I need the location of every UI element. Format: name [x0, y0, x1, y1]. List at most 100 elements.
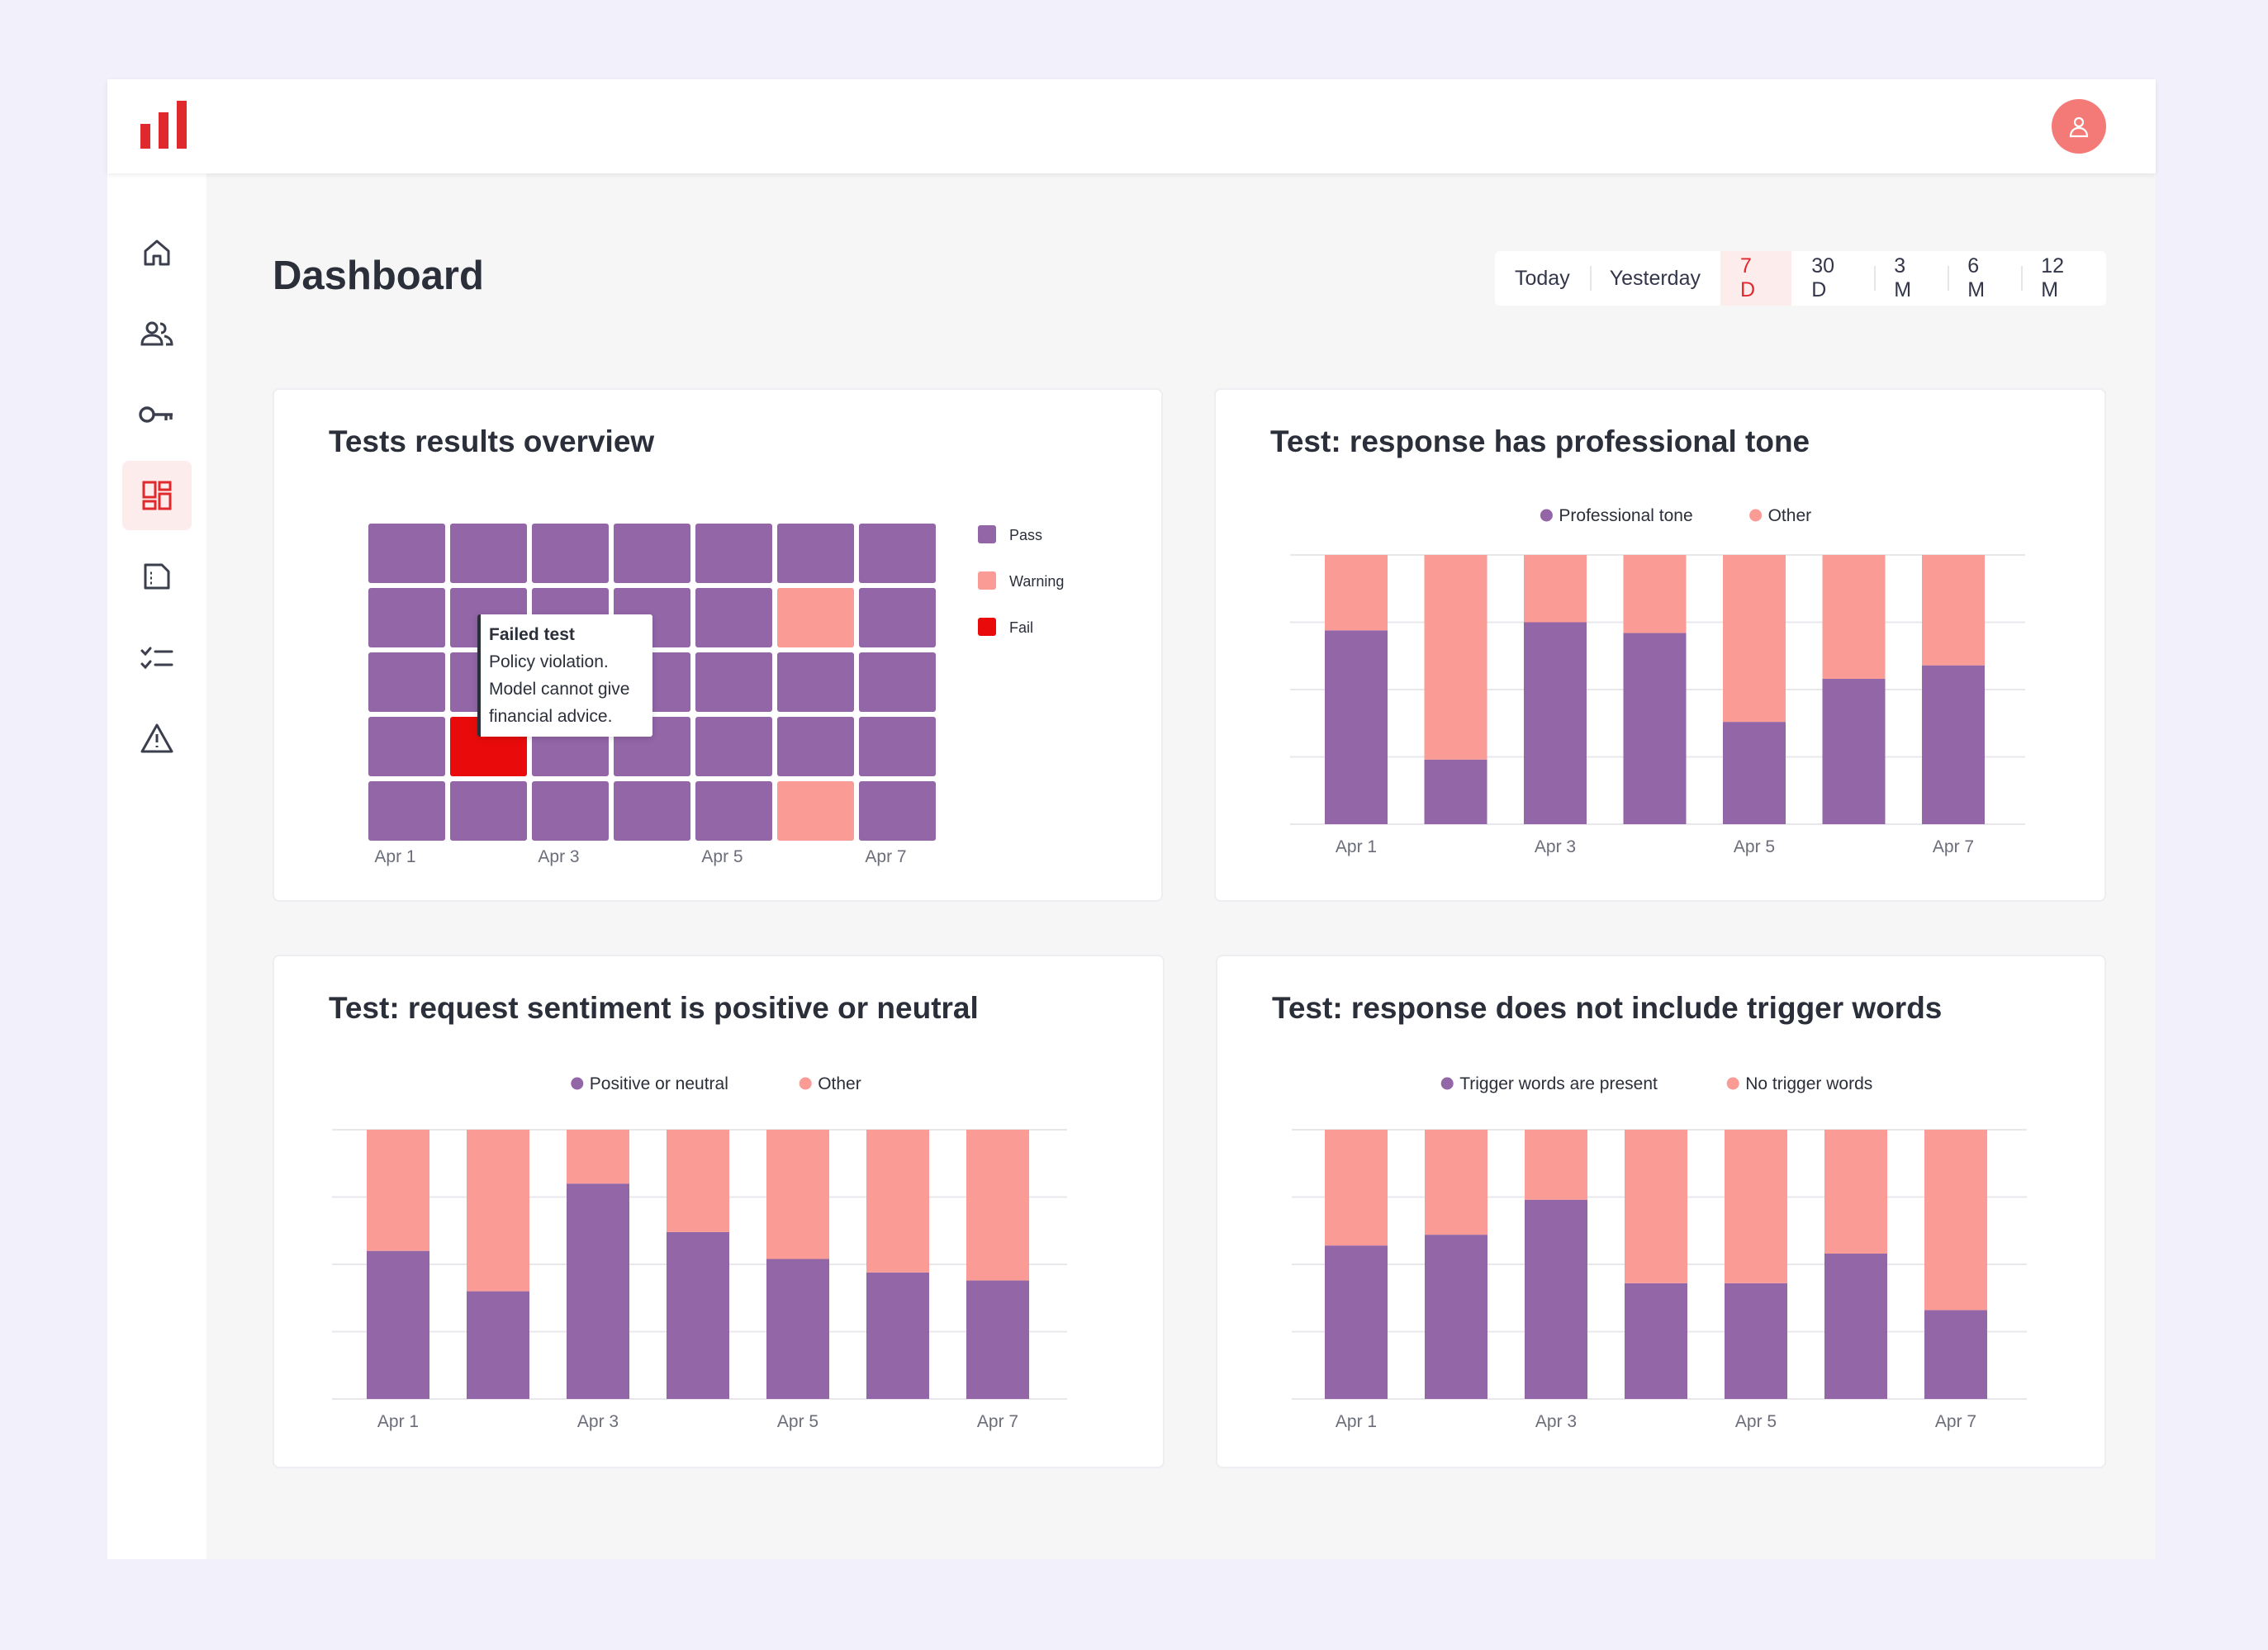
stacked-bar-chart: Apr 1 Apr 3 Apr 5 Apr 7 Trigger words are pr…	[1292, 1074, 2027, 1431]
bar-segment-secondary	[1525, 1130, 1587, 1200]
bar-segment-primary	[866, 1272, 929, 1399]
legend-dot	[1540, 509, 1553, 522]
heatmap-cell-pass	[368, 652, 445, 712]
x-tick-label: Apr 5	[777, 1412, 818, 1431]
bar-segment-primary	[1824, 1253, 1887, 1399]
bar-segment-primary	[1325, 1245, 1388, 1399]
bar-segment-primary	[1424, 759, 1487, 824]
bar-segment-secondary	[1325, 555, 1388, 631]
professional-tone-card: Test: response has professional tone Apr…	[1214, 388, 2106, 902]
tests-results-overview-card: Tests results overview Apr 1 Apr 3 Apr 5 Ap…	[273, 388, 1163, 902]
sidebar-item-alerts[interactable]	[122, 704, 192, 773]
range-6m[interactable]: 6 M	[1948, 251, 2021, 306]
user-icon	[2069, 116, 2089, 138]
x-tick-label: Apr 1	[1336, 1412, 1377, 1431]
x-tick-label: Apr 7	[1933, 837, 1974, 856]
sidebar	[107, 173, 206, 1559]
card-title: Test: response has professional tone	[1270, 424, 1810, 458]
bar-segment-primary	[1625, 1283, 1687, 1399]
trigger-words-card: Test: response does not include trigger …	[1216, 955, 2106, 1468]
heatmap-cell-pass	[859, 588, 936, 647]
legend-label-pass: Pass	[1009, 527, 1042, 543]
legend-swatch-warning	[978, 571, 996, 590]
bar-segment-primary	[1723, 722, 1786, 824]
bar-segment-primary	[1725, 1283, 1787, 1399]
heatmap-cell-pass	[859, 524, 936, 583]
bar-chart-logo-icon[interactable]	[139, 101, 188, 149]
heatmap-cell-pass	[859, 717, 936, 776]
bar-segment-secondary	[1424, 555, 1487, 760]
heatmap-cell-pass	[532, 781, 609, 841]
range-3m[interactable]: 3 M	[1874, 251, 1948, 306]
range-12m[interactable]: 12 M	[2021, 251, 2106, 306]
page-title: Dashboard	[273, 254, 484, 298]
range-yesterday[interactable]: Yesterday	[1589, 251, 1720, 306]
legend-label: Other	[818, 1074, 861, 1093]
bar-segment-primary	[1524, 622, 1587, 824]
bar-segment-secondary	[1824, 1130, 1887, 1254]
legend-dot	[571, 1077, 584, 1090]
bar-segment-secondary	[1425, 1130, 1487, 1235]
tooltip-line: Policy violation.	[489, 652, 609, 671]
x-tick-label: Apr 1	[374, 847, 415, 866]
bar-segment-secondary	[766, 1130, 829, 1259]
key-icon	[139, 406, 173, 423]
bar-segment-primary	[367, 1250, 429, 1399]
legend-label: Positive or neutral	[590, 1074, 728, 1093]
request-sentiment-card: Test: request sentiment is positive or n…	[273, 955, 1165, 1468]
heatmap-cell-pass	[368, 524, 445, 583]
failed-test-tooltip: Failed test Policy violation. Model cann…	[477, 614, 652, 737]
heatmap-cell-pass	[368, 717, 445, 776]
range-30d[interactable]: 30 D	[1811, 254, 1835, 301]
bar-segment-secondary	[1922, 555, 1985, 666]
avatar[interactable]	[2052, 99, 2106, 154]
card-title: Test: request sentiment is positive or n…	[329, 991, 979, 1025]
home-icon	[144, 239, 170, 266]
heatmap-cell-pass	[695, 781, 772, 841]
tooltip-line: financial advice.	[489, 707, 613, 726]
heatmap-cell-pass	[450, 524, 527, 583]
range-today[interactable]: Today	[1515, 266, 1570, 290]
chart-legend: Trigger words are present No trigger word…	[1440, 1074, 1872, 1093]
sidebar-item-tests[interactable]	[122, 623, 192, 692]
bar-segment-secondary	[866, 1130, 929, 1273]
document-icon	[144, 563, 170, 590]
legend-label: Other	[1768, 506, 1812, 525]
bar-segment-primary	[1325, 630, 1388, 824]
heatmap-cell-pass	[532, 524, 609, 583]
bar-segment-secondary	[367, 1130, 429, 1251]
heatmap-cell-warning	[777, 781, 854, 841]
sidebar-item-users[interactable]	[122, 299, 192, 368]
x-tick-label: Apr 3	[1535, 837, 1576, 856]
heatmap-cell-pass	[695, 652, 772, 712]
legend-swatch-pass	[978, 525, 996, 543]
x-tick-label: Apr 5	[1734, 837, 1775, 856]
heatmap-cell-pass	[777, 717, 854, 776]
range-7d[interactable]: 7 D	[1720, 251, 1792, 306]
app-window: Dashboard Today Yesterday 7 D 30 D 3 M 6…	[107, 79, 2156, 1559]
stacked-bar-chart: Apr 1 Apr 3 Apr 5 Apr 7 Professional tone Oth…	[1290, 506, 2025, 856]
x-tick-label: Apr 7	[977, 1412, 1018, 1431]
x-tick-label: Apr 3	[538, 847, 579, 866]
bar-segment-primary	[766, 1259, 829, 1399]
heatmap-cell-pass	[777, 652, 854, 712]
x-tick-label: Apr 7	[865, 847, 906, 866]
bar-segment-primary	[1425, 1235, 1487, 1399]
legend-label-fail: Fail	[1009, 619, 1033, 636]
bar-segment-secondary	[966, 1130, 1029, 1281]
sidebar-item-reports[interactable]	[122, 542, 192, 611]
heatmap-chart: Apr 1 Apr 3 Apr 5 Apr 7 Pass Warning Fail	[368, 524, 1064, 866]
bar-segment-secondary	[1822, 555, 1886, 679]
sidebar-item-home[interactable]	[122, 218, 192, 287]
bar-segment-primary	[1924, 1310, 1987, 1399]
legend-dot	[1726, 1077, 1739, 1090]
sidebar-item-dashboard[interactable]	[122, 461, 192, 530]
legend-label: Trigger words are present	[1459, 1074, 1658, 1093]
heatmap-cell-pass	[368, 588, 445, 647]
bar-segment-secondary	[467, 1130, 529, 1292]
bar-segment-secondary	[1625, 1130, 1687, 1283]
chart-legend: Positive or neutral Other	[571, 1074, 861, 1093]
x-tick-label: Apr 7	[1935, 1412, 1976, 1431]
checklist-icon	[140, 647, 173, 670]
sidebar-item-keys[interactable]	[122, 380, 192, 449]
